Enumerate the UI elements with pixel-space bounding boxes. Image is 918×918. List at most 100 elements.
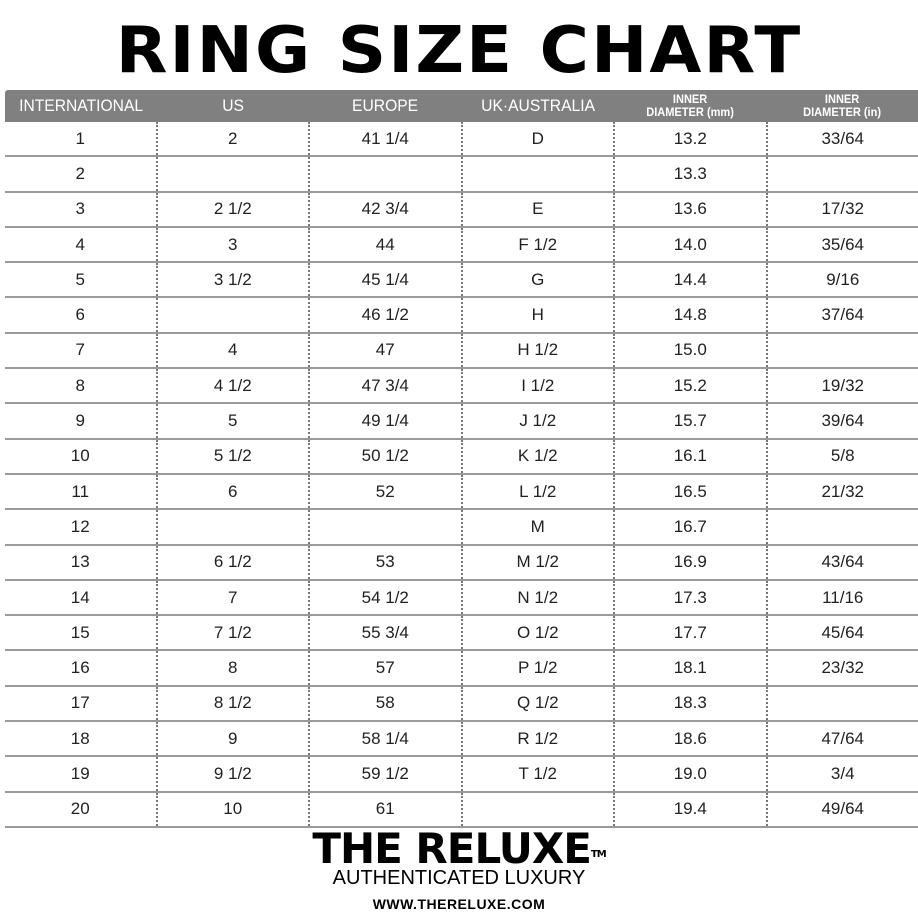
table-cell: 21/32 bbox=[821, 481, 865, 501]
table-cell: 18 bbox=[5, 722, 158, 756]
table-cell: 3/4 bbox=[830, 763, 855, 783]
table-cell: T 1/2 bbox=[463, 757, 615, 791]
column-header-line: DIAMETER (in) bbox=[802, 105, 881, 119]
page-title: RING SIZE CHART bbox=[115, 14, 803, 88]
table-cell: G bbox=[463, 263, 615, 297]
table-cell: 37/64 bbox=[821, 305, 865, 325]
table-row: 18 9 58 1/4 R 1/2 18.6 47/64 bbox=[5, 722, 918, 758]
brand-logo: THE RELUXETM bbox=[0, 826, 918, 872]
table-cell: K 1/2 bbox=[463, 439, 615, 473]
table-cell: R 1/2 bbox=[463, 722, 615, 756]
table-row: 2 13.3 bbox=[5, 157, 918, 193]
table-cell: 57 bbox=[310, 651, 463, 685]
table-cell: 4 bbox=[5, 227, 158, 262]
table-cell: 11 bbox=[5, 474, 158, 509]
table-header: INTERNATIONAL US EUROPE UK·AUSTRALIA INNER DI… bbox=[5, 90, 918, 122]
table-row: 11 6 52 L 1/2 16.5 21/32 bbox=[5, 474, 918, 511]
table-cell: 8 bbox=[158, 651, 310, 685]
column-header: INTERNATIONAL bbox=[19, 96, 144, 115]
table-cell: 58 bbox=[310, 686, 463, 721]
table-cell: 58 1/4 bbox=[310, 722, 463, 756]
table-cell: 15.7 bbox=[615, 404, 768, 438]
table-row: 20 10 61 19.4 49/64 bbox=[5, 792, 918, 828]
table-cell: 49/64 bbox=[821, 799, 865, 819]
table-cell: 8 1/2 bbox=[158, 686, 310, 721]
table-cell: 16 bbox=[5, 651, 158, 685]
table-cell bbox=[768, 687, 918, 720]
brand-tagline: AUTHENTICATED LUXURY bbox=[332, 867, 586, 889]
table-row: 1 2 41 1/4 D 13.2 33/64 bbox=[5, 122, 918, 158]
column-header: INNER DIAMETER (mm) bbox=[620, 90, 760, 122]
table-cell: 18.1 bbox=[615, 651, 768, 685]
table-row: 14 7 54 1/2 N 1/2 17.3 11/16 bbox=[5, 580, 918, 617]
table-cell: 47/64 bbox=[821, 728, 865, 748]
table-cell: 19.0 bbox=[615, 757, 768, 791]
table-cell: 5 1/2 bbox=[158, 439, 310, 473]
table-cell: 9 1/2 bbox=[158, 757, 310, 791]
table-cell: 53 bbox=[310, 545, 463, 579]
table-row: 7 4 47 H 1/2 15.0 bbox=[5, 333, 918, 370]
table-cell bbox=[158, 157, 310, 191]
table-cell: L 1/2 bbox=[463, 474, 615, 509]
table-cell: 17/32 bbox=[821, 199, 865, 219]
table-cell: 13.3 bbox=[615, 157, 768, 191]
table-cell: 47 3/4 bbox=[310, 369, 463, 403]
table-cell: 16.9 bbox=[615, 545, 768, 579]
table-cell bbox=[310, 510, 463, 544]
table-cell: 15 bbox=[5, 616, 158, 650]
table-cell: 46 1/2 bbox=[310, 298, 463, 332]
column-header-line: INNER bbox=[824, 92, 860, 106]
table-cell: 19.4 bbox=[615, 792, 768, 826]
table-cell: 13 bbox=[5, 545, 158, 579]
table-cell: 14.8 bbox=[615, 298, 768, 332]
table-cell: 2 1/2 bbox=[158, 192, 310, 226]
table-cell: 19/32 bbox=[821, 375, 865, 395]
table-cell: 3 1/2 bbox=[158, 263, 310, 297]
table-cell: 23/32 bbox=[821, 658, 865, 678]
table-cell: 52 bbox=[310, 474, 463, 509]
table-cell: 16.7 bbox=[615, 510, 768, 544]
table-cell: 11/16 bbox=[822, 587, 864, 607]
table-cell: 18.3 bbox=[615, 686, 768, 721]
table-cell: 33/64 bbox=[821, 128, 865, 148]
column-header: INNER DIAMETER (in) bbox=[772, 90, 912, 122]
table-cell: 6 bbox=[5, 298, 158, 332]
table-cell: 14.0 bbox=[615, 227, 768, 262]
column-header: UK·AUSTRALIA bbox=[480, 96, 595, 115]
table-cell: 15.2 bbox=[615, 369, 768, 403]
table-row: 17 8 1/2 58 Q 1/2 18.3 bbox=[5, 686, 918, 723]
table-cell: 17 bbox=[5, 686, 158, 721]
table-cell: 17.3 bbox=[615, 580, 768, 615]
table-cell: 7 1/2 bbox=[158, 616, 310, 650]
table-cell: M bbox=[463, 510, 615, 544]
column-header: US bbox=[222, 96, 245, 115]
table-cell: 54 1/2 bbox=[310, 580, 463, 615]
table-cell: 9 bbox=[158, 722, 310, 756]
table-cell: 39/64 bbox=[821, 411, 865, 431]
table-cell: 3 bbox=[158, 227, 310, 262]
table-cell: 10 bbox=[5, 439, 158, 473]
trademark: TM bbox=[590, 849, 607, 860]
table-cell: E bbox=[463, 192, 615, 226]
table-cell: 5 bbox=[5, 263, 158, 297]
table-cell: 1 bbox=[5, 122, 158, 156]
table-cell: 6 1/2 bbox=[158, 545, 310, 579]
table-cell: 47 bbox=[310, 333, 463, 368]
table-cell bbox=[768, 510, 918, 543]
brand-name: THE RELUXE bbox=[312, 824, 592, 873]
table-cell: 17.7 bbox=[615, 616, 768, 650]
table-cell: 4 bbox=[158, 333, 310, 368]
table-cell: 61 bbox=[310, 792, 463, 826]
table-row: 4 3 44 F 1/2 14.0 35/64 bbox=[5, 227, 918, 264]
table-cell: 9/16 bbox=[826, 269, 860, 289]
table-body: 1 2 41 1/4 D 13.2 33/64 2 13.3 3 2 1/2 42 3/4 E 13.6… bbox=[5, 122, 918, 828]
table-row: 16 8 57 P 1/2 18.1 23/32 bbox=[5, 651, 918, 687]
table-cell: I 1/2 bbox=[463, 369, 615, 403]
table-cell: F 1/2 bbox=[463, 227, 615, 262]
table-cell: 2 bbox=[158, 122, 310, 156]
table-cell: 44 bbox=[310, 227, 463, 262]
brand-url[interactable]: WWW.THERELUXE.COM bbox=[372, 896, 546, 912]
table-cell: 18.6 bbox=[615, 722, 768, 756]
